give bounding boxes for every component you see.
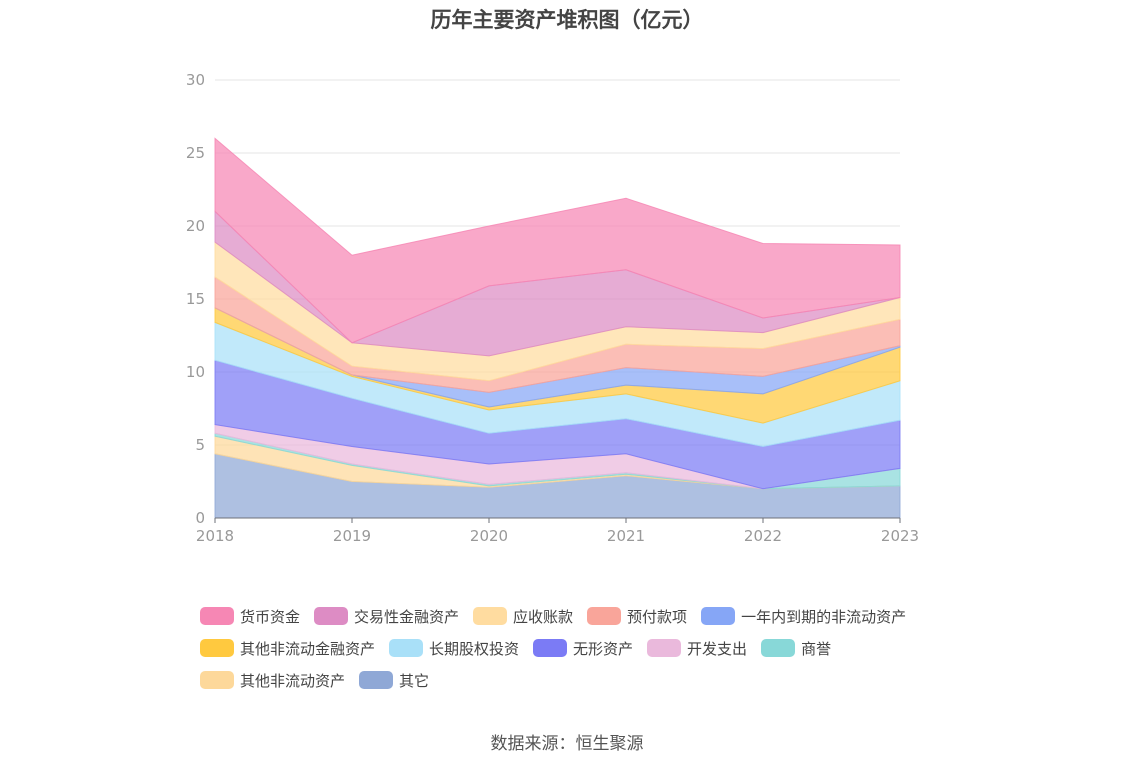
x-tick-label: 2019 — [333, 527, 371, 545]
legend-item[interactable]: 其他非流动金融资产 — [200, 638, 375, 659]
legend-row: 其他非流动金融资产 长期股权投资 无形资产 开发支出 商誉 — [200, 632, 960, 664]
y-tick-label: 20 — [186, 217, 205, 235]
legend-label: 开发支出 — [687, 639, 748, 658]
legend-item[interactable]: 应收账款 — [473, 606, 573, 627]
legend-label: 应收账款 — [513, 607, 574, 626]
x-tick-label: 2020 — [470, 527, 508, 545]
legend-label: 商誉 — [801, 639, 832, 658]
x-tick-label: 2022 — [744, 527, 782, 545]
legend-item[interactable]: 一年内到期的非流动资产 — [701, 606, 906, 627]
y-tick-label: 30 — [186, 71, 205, 89]
legend-item[interactable]: 长期股权投资 — [389, 638, 519, 659]
legend-label: 预付款项 — [627, 607, 688, 626]
x-tick-label: 2018 — [196, 527, 234, 545]
legend-swatch — [359, 671, 394, 689]
legend-swatch — [761, 639, 796, 657]
legend-label: 交易性金融资产 — [354, 607, 460, 626]
legend-label: 无形资产 — [573, 639, 634, 658]
legend-swatch — [533, 639, 568, 657]
y-tick-label: 25 — [186, 144, 205, 162]
legend-swatch — [473, 607, 508, 625]
legend-label: 一年内到期的非流动资产 — [741, 607, 907, 626]
legend-swatch — [647, 639, 682, 657]
data-source: 数据来源：恒生聚源 — [490, 734, 644, 754]
legend-item[interactable]: 交易性金融资产 — [314, 606, 459, 627]
legend-item[interactable]: 其他非流动资产 — [200, 670, 345, 691]
legend: 货币资金 交易性金融资产 应收账款 预付款项 一年内到期的非流动资产其他非流动金融资产 长… — [200, 600, 960, 696]
chart-title: 历年主要资产堆积图（亿元） — [430, 8, 704, 32]
stacked-area-chart: 0 5 10 15 20 25 30 2018 2019 2020 2021 2022 2023 — [186, 71, 919, 545]
legend-label: 其它 — [399, 671, 430, 690]
legend-swatch — [200, 671, 234, 689]
legend-item[interactable]: 预付款项 — [587, 606, 687, 627]
legend-swatch — [200, 607, 234, 625]
legend-label: 其他非流动金融资产 — [240, 639, 376, 658]
legend-swatch — [200, 639, 234, 657]
x-tick-label: 2023 — [881, 527, 919, 545]
axes: 0 5 10 15 20 25 30 2018 2019 2020 2021 2022 2023 — [186, 71, 919, 545]
y-tick-label: 5 — [195, 436, 205, 454]
legend-item[interactable]: 无形资产 — [533, 638, 633, 659]
legend-item[interactable]: 货币资金 — [200, 606, 300, 627]
legend-label: 长期股权投资 — [429, 639, 520, 658]
legend-label: 其他非流动资产 — [240, 671, 346, 690]
legend-item[interactable]: 商誉 — [761, 638, 831, 659]
legend-item[interactable]: 开发支出 — [647, 638, 747, 659]
y-tick-label: 15 — [186, 290, 205, 308]
legend-swatch — [314, 607, 349, 625]
legend-row: 货币资金 交易性金融资产 应收账款 预付款项 一年内到期的非流动资产 — [200, 600, 960, 632]
y-tick-label: 0 — [195, 509, 205, 527]
legend-swatch — [587, 607, 622, 625]
y-tick-label: 10 — [186, 363, 205, 381]
x-tick-label: 2021 — [607, 527, 645, 545]
area-series — [214, 137, 901, 344]
legend-swatch — [701, 607, 736, 625]
legend-swatch — [389, 639, 424, 657]
area-series — [214, 137, 901, 519]
legend-item[interactable]: 其它 — [359, 670, 429, 691]
legend-row: 其他非流动资产 其它 — [200, 664, 960, 696]
legend-label: 货币资金 — [240, 607, 301, 626]
